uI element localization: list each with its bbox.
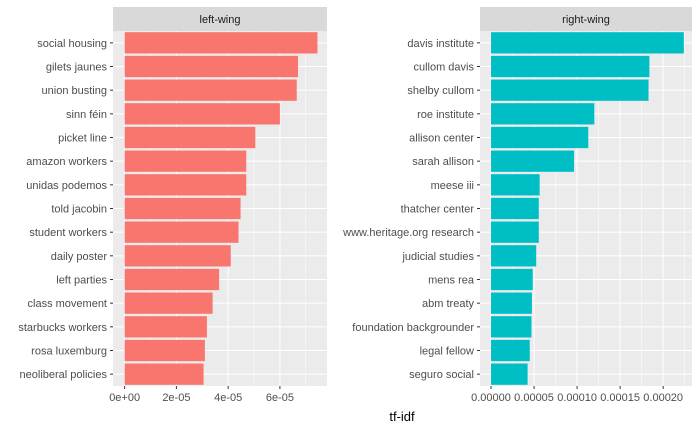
x-tick-label: 0e+00 (109, 392, 140, 404)
y-tick-label: union busting (42, 85, 107, 97)
x-tick-label: 6e-05 (266, 392, 294, 404)
y-tick-label: sarah allison (412, 156, 474, 168)
y-tick-label: left parties (56, 275, 107, 287)
x-tick-label: 0.00005 (514, 392, 554, 404)
y-tick-label: seguro social (409, 369, 474, 381)
bar-class-movement (124, 292, 213, 314)
y-tick-label: neoliberal policies (20, 369, 108, 381)
y-tick-label: shelby cullom (407, 85, 474, 97)
facet-strip (113, 7, 327, 31)
x-tick-label: 0.00020 (643, 392, 683, 404)
bar-judicial-studies (491, 245, 537, 267)
y-tick-label: mens rea (428, 275, 475, 287)
y-tick-label: rosa luxemburg (31, 346, 107, 358)
y-tick-label: cullom davis (413, 62, 474, 74)
y-tick-label: legal fellow (420, 346, 474, 358)
y-tick-label: davis institute (407, 38, 474, 50)
bar-social-housing (124, 32, 318, 54)
y-tick-label: starbucks workers (18, 322, 107, 334)
y-tick-label: picket line (58, 133, 107, 145)
bar-mens-rea (491, 268, 533, 291)
y-tick-label: roe institute (417, 109, 474, 121)
y-tick-label: daily poster (51, 251, 108, 263)
bar-www-heritage-org-research (491, 221, 539, 243)
panel-left-wing: left-wing social housing gilets jaunes unio… (18, 7, 327, 404)
bar-picket-line (124, 126, 256, 149)
bar-starbucks-workers (124, 316, 207, 338)
y-tick-label: student workers (29, 227, 107, 239)
y-tick-label: www.heritage.org research (342, 227, 474, 239)
y-tick-label: judicial studies (401, 251, 474, 263)
y-tick-label: told jacobin (51, 204, 107, 216)
bar-neoliberal-policies (124, 363, 204, 385)
y-tick-label: amazon workers (26, 156, 107, 168)
x-tick-label: 2e-05 (162, 392, 190, 404)
bar-allison-center (491, 126, 589, 149)
y-tick-label: meese iii (431, 180, 474, 192)
bar-sarah-allison (491, 150, 575, 172)
bar-student-workers (124, 221, 239, 243)
y-tick-label: gilets jaunes (46, 62, 108, 74)
x-axis-title: tf-idf (389, 409, 415, 424)
bar-davis-institute (491, 32, 684, 54)
y-tick-label: social housing (37, 38, 107, 50)
facet-title: left-wing (200, 14, 241, 26)
y-tick-label: allison center (409, 133, 474, 145)
bar-thatcher-center (491, 197, 539, 220)
bar-legal-fellow (491, 339, 530, 362)
bar-foundation-backgrounder (491, 316, 532, 338)
facet-strip (480, 7, 692, 31)
y-tick-label: abm treaty (422, 298, 474, 310)
panel-right-wing: right-wing davis institute cullom davis she… (342, 7, 692, 404)
x-tick-label: 0.00010 (557, 392, 597, 404)
bar-sinn-f-in (124, 103, 280, 125)
x-tick-label: 0.00015 (600, 392, 640, 404)
bar-shelby-cullom (491, 79, 649, 101)
bar-seguro-social (491, 363, 528, 385)
bar-meese-iii (491, 174, 540, 196)
y-tick-label: thatcher center (401, 204, 475, 216)
bar-roe-institute (491, 103, 595, 125)
bar-amazon-workers (124, 150, 247, 172)
x-tick-label: 4e-05 (214, 392, 242, 404)
y-tick-label: unidas podemos (26, 180, 107, 192)
facet-title: right-wing (562, 14, 610, 26)
y-tick-label: sinn féin (66, 109, 107, 121)
x-tick-label: 0.00000 (471, 392, 511, 404)
bar-union-busting (124, 79, 297, 101)
y-tick-label: class movement (28, 298, 107, 310)
y-tick-label: foundation backgrounder (352, 322, 474, 334)
bar-left-parties (124, 268, 220, 291)
bar-cullom-davis (491, 55, 650, 78)
bar-abm-treaty (491, 292, 532, 314)
bar-rosa-luxemburg (124, 339, 205, 362)
bar-gilets-jaunes (124, 55, 299, 78)
bar-daily-poster (124, 245, 231, 267)
bar-told-jacobin (124, 197, 241, 220)
bar-unidas-podemos (124, 174, 247, 196)
